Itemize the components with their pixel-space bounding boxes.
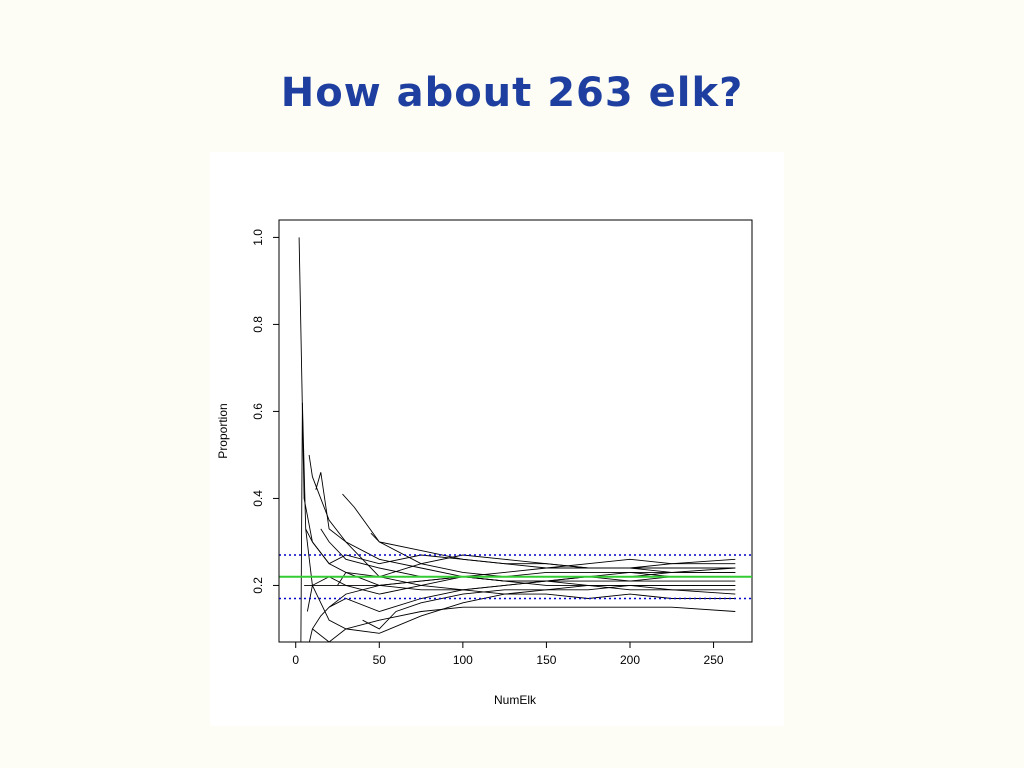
y-axis: 0.2 0.4 0.6 0.8 1.0 <box>251 229 280 594</box>
x-tick-label: 200 <box>620 653 640 667</box>
simulation-line-15 <box>370 532 736 569</box>
x-tick-label: 250 <box>704 653 724 667</box>
simulation-line-5 <box>304 584 736 630</box>
simulation-line-13 <box>362 584 736 630</box>
simulation-line-11 <box>320 528 736 578</box>
plot-panel: 0 50 100 150 200 250 0.2 0.4 0.6 0.8 1.0 NumElk P… <box>210 152 784 726</box>
simulation-line-12 <box>337 571 736 591</box>
y-tick-label: 0.8 <box>251 316 265 333</box>
proportion-line-chart: 0 50 100 150 200 250 0.2 0.4 0.6 0.8 1.0 NumElk P… <box>216 219 753 707</box>
simulation-line-2 <box>300 402 736 642</box>
x-axis: 0 50 100 150 200 250 <box>292 641 724 667</box>
x-axis-title: NumElk <box>494 693 537 707</box>
y-tick-label: 1.0 <box>251 229 265 246</box>
x-tick-label: 150 <box>536 653 556 667</box>
reference-lines-group <box>279 554 752 600</box>
x-tick-label: 50 <box>373 653 387 667</box>
y-axis-title: Proportion <box>216 403 230 458</box>
y-tick-label: 0.6 <box>251 403 265 420</box>
simulation-line-1 <box>298 237 736 578</box>
simulation-line-6 <box>315 472 736 599</box>
plot-frame <box>278 219 753 643</box>
simulation-line-9 <box>305 528 736 569</box>
x-tick-label: 100 <box>453 653 473 667</box>
y-tick-label: 0.2 <box>251 577 265 594</box>
slide-title: How about 263 elk? <box>280 70 744 116</box>
y-tick-label: 0.4 <box>251 490 265 507</box>
simulation-series-group <box>298 237 736 642</box>
x-tick-label: 0 <box>292 653 299 667</box>
simulation-line-8 <box>312 584 736 642</box>
